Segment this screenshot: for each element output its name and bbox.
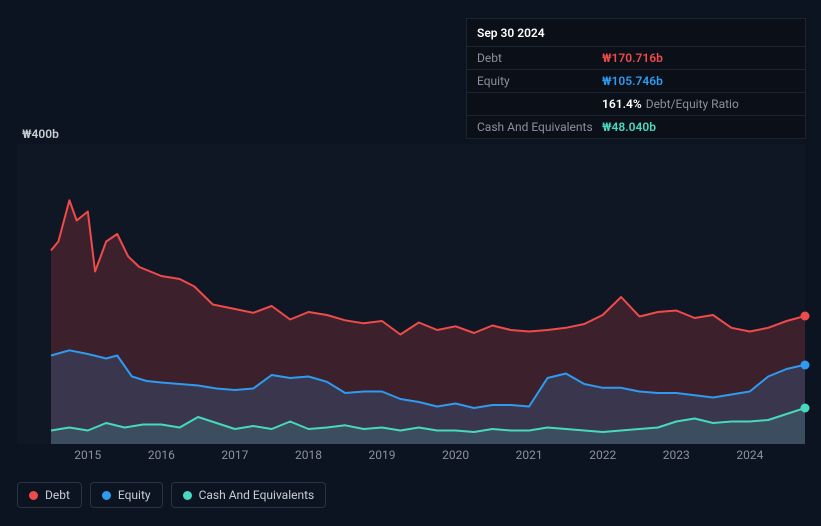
tooltip-row-value: ₩48.040b	[602, 120, 656, 134]
x-tick: 2021	[516, 448, 543, 462]
legend-dot-icon	[183, 491, 192, 500]
series-endcap-cash	[801, 403, 810, 412]
x-tick: 2015	[74, 448, 101, 462]
tooltip-row-label	[477, 97, 602, 111]
tooltip-row-value: ₩170.716b	[602, 51, 663, 65]
legend-item-equity[interactable]: Equity	[90, 482, 163, 508]
area-chart[interactable]	[17, 144, 805, 444]
x-tick: 2022	[589, 448, 616, 462]
legend-dot-icon	[29, 491, 38, 500]
tooltip-row-value: 161.4%Debt/Equity Ratio	[602, 97, 739, 111]
tooltip-row-label: Equity	[477, 74, 602, 88]
x-tick: 2023	[663, 448, 690, 462]
tooltip-row-label: Cash And Equivalents	[477, 120, 602, 134]
x-tick: 2024	[736, 448, 763, 462]
tooltip-row: Equity₩105.746b	[467, 70, 805, 93]
tooltip-row: Debt₩170.716b	[467, 47, 805, 70]
x-tick: 2018	[295, 448, 322, 462]
x-tick: 2016	[148, 448, 175, 462]
legend-label: Equity	[118, 488, 151, 502]
tooltip-row: Cash And Equivalents₩48.040b	[467, 116, 805, 138]
series-endcap-equity	[801, 360, 810, 369]
legend-label: Cash And Equivalents	[199, 488, 315, 502]
chart-legend: Debt Equity Cash And Equivalents	[17, 482, 326, 508]
series-endcap-debt	[801, 311, 810, 320]
legend-label: Debt	[45, 488, 70, 502]
legend-item-cash[interactable]: Cash And Equivalents	[171, 482, 327, 508]
tooltip-row: 161.4%Debt/Equity Ratio	[467, 93, 805, 116]
x-tick: 2017	[221, 448, 248, 462]
hover-tooltip: Sep 30 2024 Debt₩170.716bEquity₩105.746b…	[466, 18, 806, 139]
tooltip-date: Sep 30 2024	[467, 19, 805, 47]
x-axis: 2015 2016 2017 2018 2019 2020 2021 2022 2023 2024	[17, 448, 805, 468]
tooltip-row-value: ₩105.746b	[602, 74, 663, 88]
tooltip-row-label: Debt	[477, 51, 602, 65]
legend-dot-icon	[102, 491, 111, 500]
x-tick: 2020	[442, 448, 469, 462]
x-tick: 2019	[369, 448, 396, 462]
y-axis-max: ₩400b	[22, 127, 59, 141]
legend-item-debt[interactable]: Debt	[17, 482, 82, 508]
